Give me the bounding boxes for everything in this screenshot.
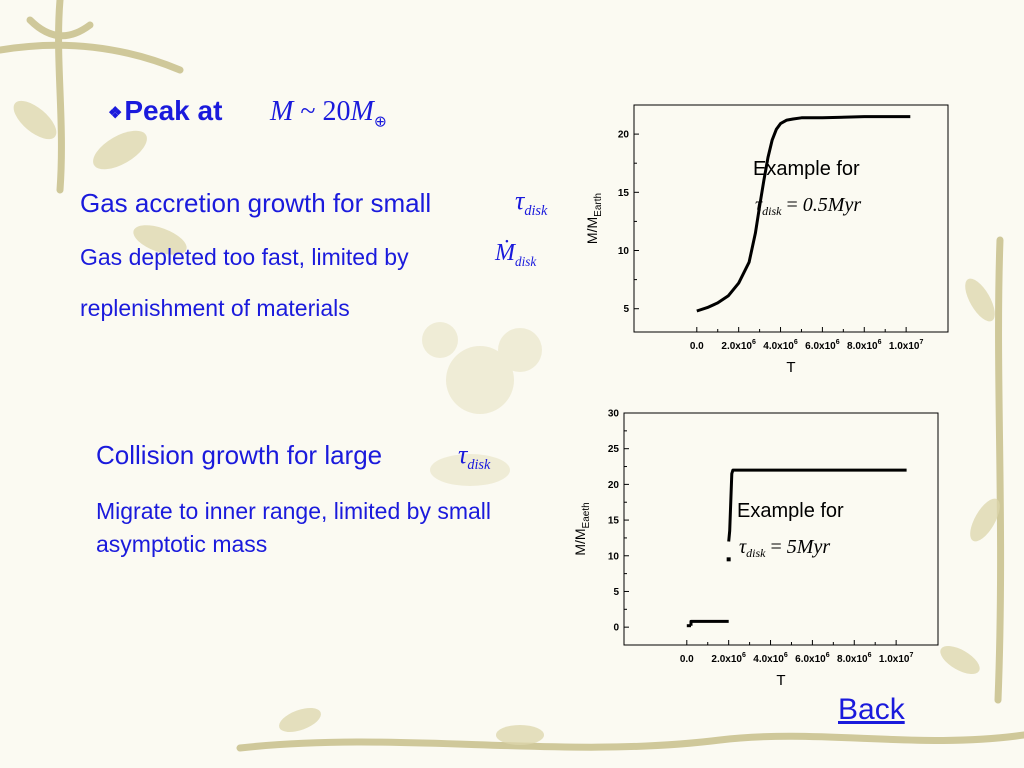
c2-annotation-math: τdisk = 5Myr xyxy=(739,536,830,560)
c2-series-line-1 xyxy=(689,619,729,626)
c1-y-tick-label-15: 15 xyxy=(618,188,630,199)
c1-y-tick-label-20: 20 xyxy=(618,130,630,141)
c2-annotation-label: Example for xyxy=(737,500,844,522)
c1-y-tick-label-5: 5 xyxy=(623,304,629,315)
c2-y-tick-label-15: 15 xyxy=(608,516,620,527)
c2-y-tick-label-10: 10 xyxy=(608,551,620,562)
c1-plot-frame xyxy=(633,104,949,333)
tau-disk-symbol-2: τdisk xyxy=(458,440,491,474)
chart-collision-growth: 0 5 10 15 20 25 30 0.0 2.0x106 4.0x106 6.0x106 8.0x… xyxy=(572,409,939,689)
c2-data-point-0 xyxy=(726,557,731,562)
c1-annotation-math: τdisk = 0.5Myr xyxy=(755,194,861,218)
c2-series-line-2 xyxy=(727,468,907,542)
c2-y-tick-label-25: 25 xyxy=(608,444,620,455)
back-link[interactable]: Back xyxy=(838,693,905,726)
c1-x-tick-label-0: 0.0 xyxy=(690,341,704,352)
diamond-bullet-icon: ❖ xyxy=(108,104,123,122)
c2-x-tick-label-0: 0.0 xyxy=(680,654,694,665)
c2-plot-frame xyxy=(623,412,939,646)
c1-y-axis-label: M/MEarth xyxy=(584,193,604,244)
mdot-disk-symbol: Ṁdisk xyxy=(495,240,537,269)
c2-x-axis-label: T xyxy=(776,672,785,689)
gas-accretion-text: Gas accretion growth for small xyxy=(80,188,432,218)
collision-growth-text: Collision growth for large xyxy=(96,440,383,470)
c1-series-line-0 xyxy=(696,115,911,313)
c1-x-tick-label-3: 6.0x106 xyxy=(805,339,840,352)
replenishment-text: replenishment of materials xyxy=(80,295,350,321)
tau-disk-symbol: τdisk xyxy=(515,186,548,220)
c2-x-tick-label-3: 6.0x106 xyxy=(795,652,830,665)
c2-y-tick-label-20: 20 xyxy=(608,480,620,491)
c1-x-tick-label-2: 4.0x106 xyxy=(763,339,798,352)
c2-y-tick-label-30: 30 xyxy=(608,409,620,420)
c2-y-tick-label-5: 5 xyxy=(613,587,619,598)
c1-x-tick-label-5: 1.0x107 xyxy=(889,339,924,352)
c1-annotation-label: Example for xyxy=(753,158,860,180)
c2-y-axis-label: M/MEaeth xyxy=(572,502,592,555)
c1-x-tick-label-4: 8.0x106 xyxy=(847,339,882,352)
c2-y-tick-label-0: 0 xyxy=(613,623,619,634)
gas-depleted-text: Gas depleted too fast, limited by xyxy=(80,244,409,270)
chart-gas-accretion: 5 10 15 20 0.0 2.0x106 4.0x106 6.0x106 8.0x106 1.… xyxy=(584,104,949,376)
c2-x-tick-label-4: 8.0x106 xyxy=(837,652,872,665)
c2-x-tick-label-1: 2.0x106 xyxy=(711,652,746,665)
c1-x-tick-label-1: 2.0x106 xyxy=(721,339,756,352)
c1-y-tick-label-10: 10 xyxy=(618,246,630,257)
title-peak-at: ❖Peak at xyxy=(108,95,223,126)
c2-x-tick-label-5: 1.0x107 xyxy=(879,652,914,665)
c1-x-axis-label: T xyxy=(786,359,795,376)
migrate-text: Migrate to inner range, limited by small… xyxy=(96,498,491,557)
c2-x-tick-label-2: 4.0x106 xyxy=(753,652,788,665)
title-math-expression: M ~ 20M⊕ xyxy=(270,96,387,131)
